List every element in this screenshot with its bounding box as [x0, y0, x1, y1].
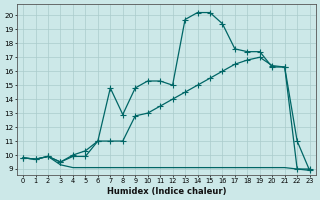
X-axis label: Humidex (Indice chaleur): Humidex (Indice chaleur)	[107, 187, 226, 196]
